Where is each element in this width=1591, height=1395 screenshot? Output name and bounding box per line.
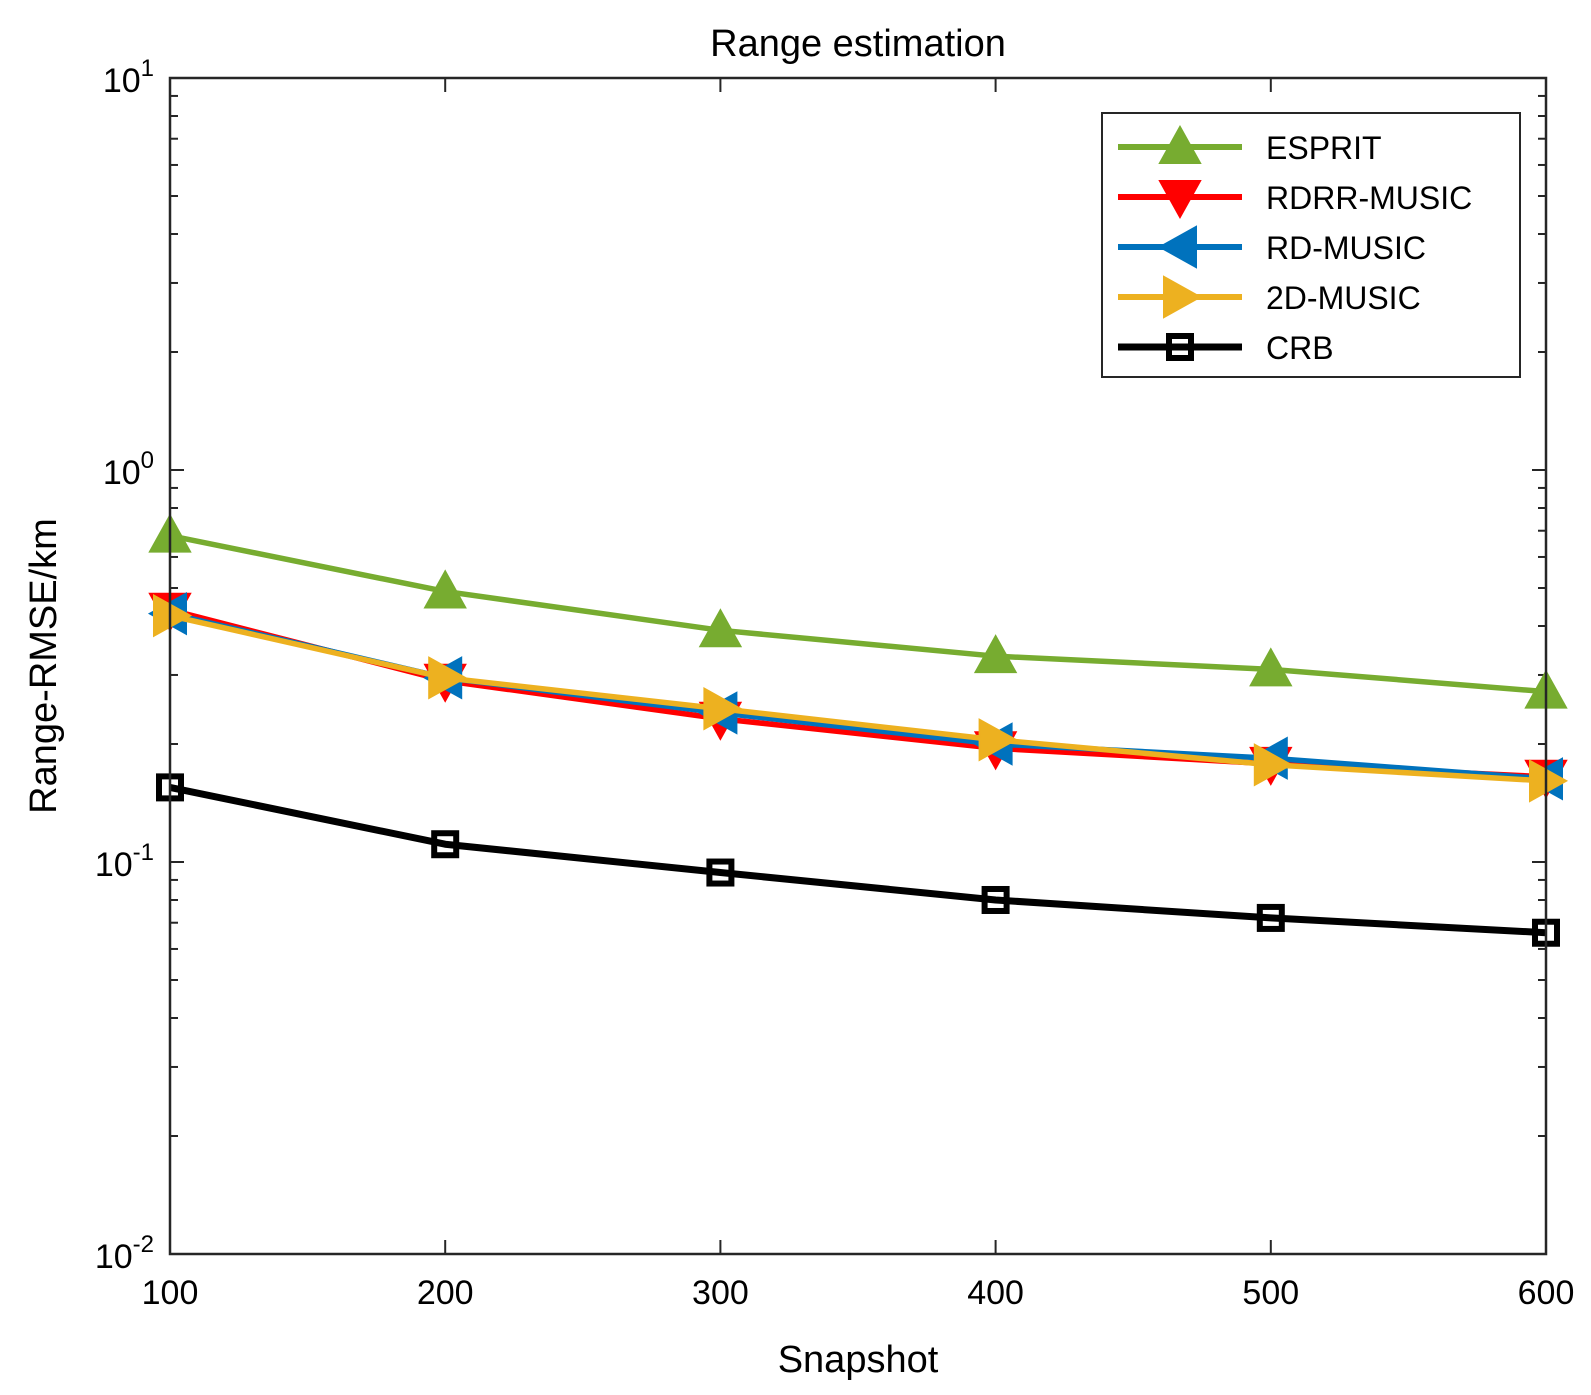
y-tick-label: 100: [103, 447, 154, 492]
y-axis-label: Range-RMSE/km: [23, 518, 65, 814]
x-tick-label: 500: [1242, 1274, 1299, 1312]
axes-box: [168, 76, 1548, 1256]
legend-swatch-marker: [1157, 225, 1197, 269]
data-point-esprit: [973, 634, 1018, 674]
x-tick-label: 300: [692, 1274, 749, 1312]
data-point-crb: [706, 858, 735, 887]
legend-label: RDRR-MUSIC: [1266, 180, 1472, 216]
data-point-crb: [431, 830, 460, 859]
series-2d-music: [153, 593, 1569, 803]
series-line-esprit: [169, 532, 1547, 695]
data-point-crb: [981, 885, 1010, 914]
y-tick-label: 10-1: [95, 839, 154, 884]
data-point-esprit: [423, 569, 467, 609]
legend-swatch-marker: [1158, 180, 1202, 220]
data-point-2d-music: [1529, 759, 1569, 803]
data-point-2d-music: [428, 656, 468, 700]
data-point-esprit: [1249, 647, 1293, 687]
data-point-2d-music: [1253, 743, 1293, 787]
data-point-crb: [1256, 903, 1285, 932]
legend-label: RD-MUSIC: [1266, 230, 1426, 266]
x-tick-label: 200: [417, 1274, 474, 1312]
data-point-esprit: [698, 608, 743, 648]
data-point-2d-music: [153, 593, 193, 638]
legend-item-rd-music: RD-MUSIC: [1118, 225, 1426, 269]
data-point-2d-music: [978, 718, 1018, 762]
y-tick-label: 101: [103, 55, 154, 100]
y-tick-label: 10-2: [95, 1231, 154, 1276]
x-axis-label: Snapshot: [778, 1339, 939, 1381]
legend-label: 2D-MUSIC: [1266, 280, 1421, 316]
x-tick-label: 400: [967, 1274, 1024, 1312]
legend-label: CRB: [1266, 330, 1334, 366]
chart-title: Range estimation: [710, 23, 1006, 65]
legend-item-rdrr-music: RDRR-MUSIC: [1118, 180, 1472, 220]
series-line-crb: [169, 783, 1547, 937]
legend-label: ESPRIT: [1266, 130, 1382, 166]
legend-item-crb: CRB: [1118, 330, 1334, 366]
legend-item-2d-music: 2D-MUSIC: [1118, 275, 1421, 319]
legend-swatch-marker: [1158, 124, 1202, 164]
legend-swatch-marker: [1166, 333, 1194, 361]
legend-swatch-marker: [1163, 275, 1203, 319]
legend: ESPRIT RDRR-MUSIC RD-MUSIC 2D-MUSIC CRB: [1101, 112, 1521, 378]
series-line-2d-music: [169, 612, 1547, 784]
x-tick-label: 100: [142, 1274, 199, 1312]
x-tick-label: 600: [1518, 1274, 1575, 1312]
legend-item-esprit: ESPRIT: [1118, 124, 1382, 166]
data-point-2d-music: [703, 687, 743, 731]
